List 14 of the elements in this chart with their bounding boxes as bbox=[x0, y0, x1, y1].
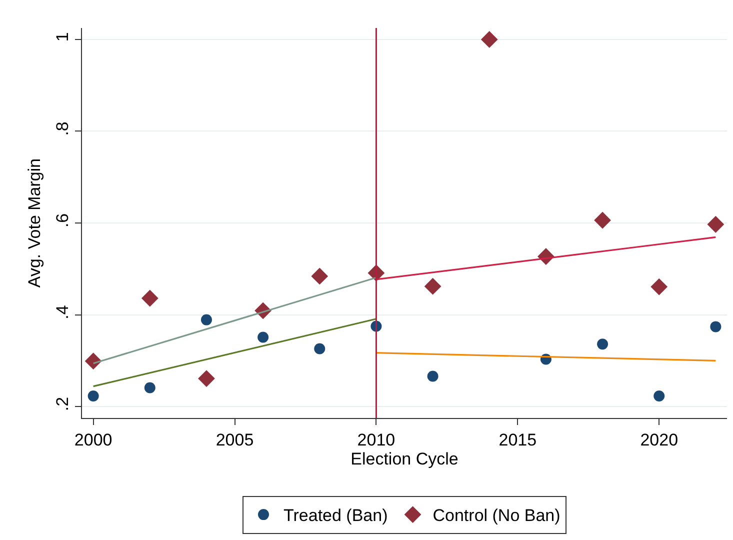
legend-label: Control (No Ban) bbox=[432, 506, 560, 526]
x-tick-label: 2015 bbox=[498, 430, 537, 450]
x-tick-label: 2000 bbox=[74, 430, 112, 450]
x-tick-label: 2020 bbox=[640, 430, 678, 450]
y-tick-label: .2 bbox=[53, 396, 72, 412]
y-tick-label: .6 bbox=[53, 213, 72, 228]
y-tick-label: .8 bbox=[53, 122, 72, 136]
y-axis-title: Avg. Vote Margin bbox=[24, 158, 44, 288]
x-tick-label: 2010 bbox=[357, 430, 396, 450]
x-axis-title: Election Cycle bbox=[350, 449, 458, 468]
x-tick-label: 2005 bbox=[216, 430, 254, 450]
y-tick-label: 1 bbox=[53, 32, 72, 42]
y-tick-label: .4 bbox=[53, 305, 72, 320]
legend-label: Treated (Ban) bbox=[284, 506, 388, 526]
